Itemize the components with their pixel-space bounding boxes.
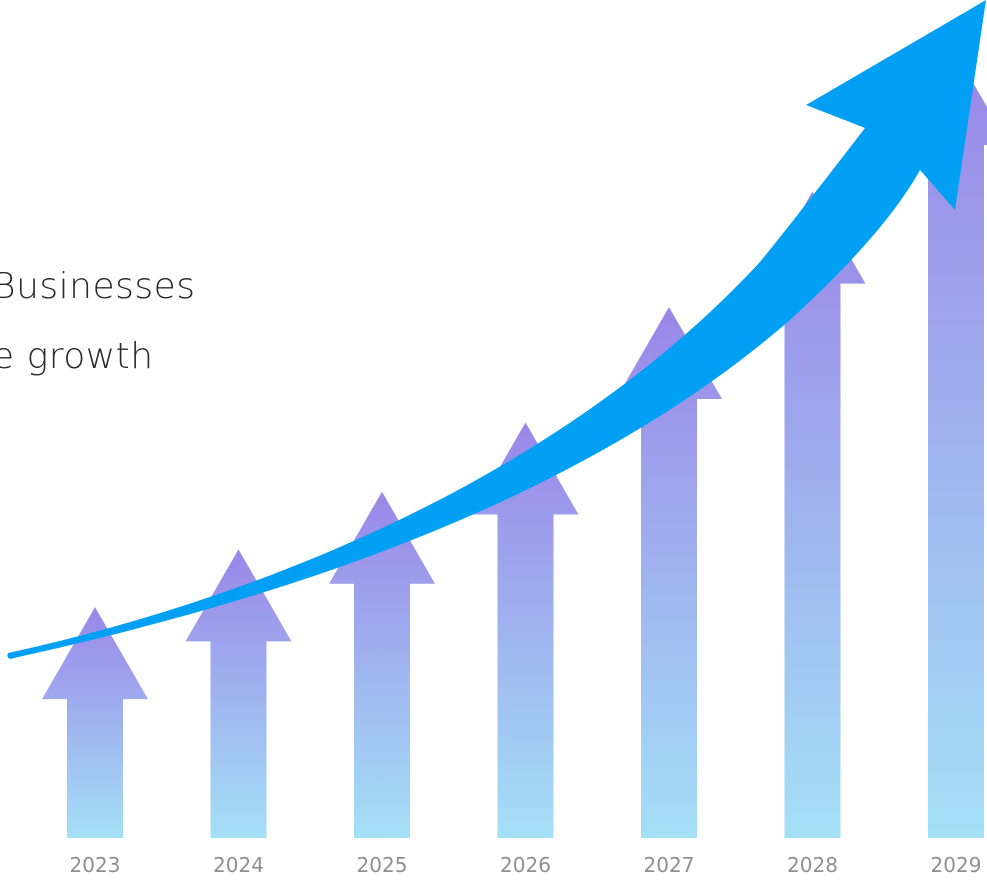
bar-arrow-2029 <box>903 53 987 838</box>
bar-arrow-2026 <box>472 422 579 838</box>
x-tick-label-2025: 2025 <box>357 853 408 877</box>
bar-arrow-2025 <box>329 491 435 838</box>
bars-layer <box>42 53 987 839</box>
bar-arrow-2023 <box>42 607 148 838</box>
x-tick-label-2024: 2024 <box>213 853 264 877</box>
x-tick-label-2023: 2023 <box>70 853 121 877</box>
trend-arrow-body <box>7 0 987 659</box>
x-tick-label-2028: 2028 <box>787 853 838 877</box>
x-tick-label-2027: 2027 <box>644 853 695 877</box>
x-axis-tick-labels: 2023 2024 2025 2026 2027 2028 2029 <box>70 853 982 877</box>
x-tick-label-2026: 2026 <box>500 853 551 877</box>
bar-arrow-2027 <box>616 307 722 838</box>
bar-arrow-2028 <box>759 191 866 839</box>
bar-arrow-2024 <box>185 549 292 838</box>
headline-line-1: Businesses <box>0 266 196 307</box>
trend-arrow <box>7 0 987 659</box>
headline-line-2: e growth <box>0 336 154 377</box>
x-tick-label-2029: 2029 <box>931 853 982 877</box>
